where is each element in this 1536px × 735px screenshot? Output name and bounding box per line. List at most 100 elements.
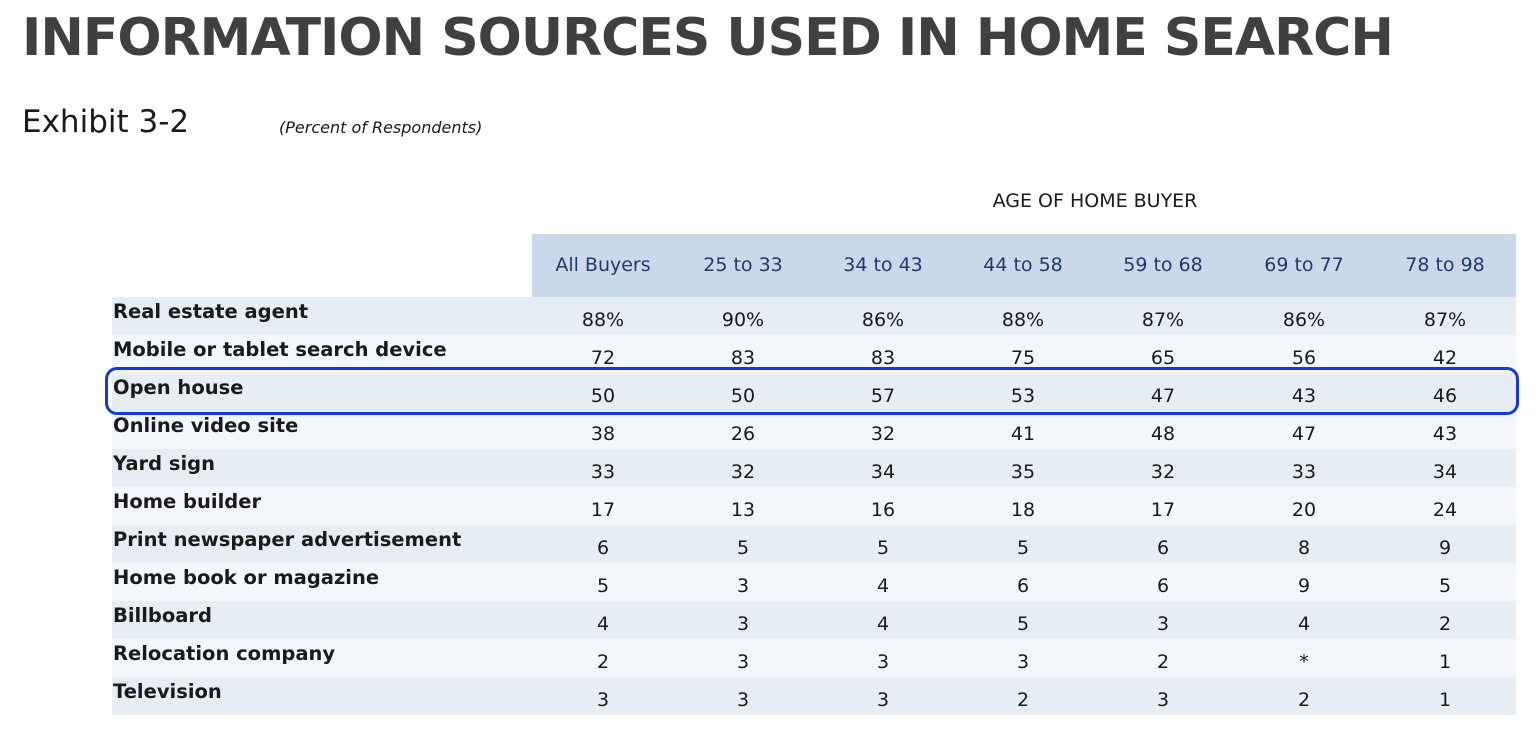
- table-cell: 5: [1016, 537, 1030, 559]
- table-cell: 32: [870, 423, 896, 445]
- table-cell: 57: [870, 385, 896, 407]
- table-cell: 3: [736, 689, 750, 711]
- table-cell: 4: [1297, 613, 1311, 635]
- table-cell: 83: [730, 347, 756, 369]
- column-header: 69 to 77: [1264, 254, 1344, 276]
- table-cell: 43: [1432, 423, 1458, 445]
- table-cell: 3: [736, 651, 750, 673]
- table-cell: 17: [1150, 499, 1176, 521]
- column-header: All Buyers: [555, 254, 651, 276]
- column-header: 34 to 43: [843, 254, 923, 276]
- table-cell: 53: [1010, 385, 1036, 407]
- table-cell: 8: [1297, 537, 1311, 559]
- table-cell: 9: [1438, 537, 1452, 559]
- table-cell: 3: [876, 651, 890, 673]
- table-cell: 6: [1016, 575, 1030, 597]
- table-cell: 3: [1016, 651, 1030, 673]
- table-cell: 88%: [1001, 309, 1045, 331]
- table-cell: 90%: [721, 309, 765, 331]
- table-cell: 2: [1016, 689, 1030, 711]
- table-cell: 34: [1432, 461, 1458, 483]
- row-label: Home book or magazine: [113, 566, 380, 589]
- table-cell: 56: [1291, 347, 1317, 369]
- table-cell: 87%: [1423, 309, 1467, 331]
- table-cell: 2: [596, 651, 610, 673]
- table-cell: 32: [730, 461, 756, 483]
- table-cell: 26: [730, 423, 756, 445]
- row-label: Mobile or tablet search device: [113, 338, 447, 361]
- table-row: [112, 639, 1516, 677]
- table-cell: 5: [1438, 575, 1452, 597]
- table-cell: 16: [870, 499, 896, 521]
- table-cell: 6: [1156, 575, 1170, 597]
- table-cell: 4: [876, 613, 890, 635]
- row-label: Home builder: [113, 490, 262, 513]
- table-cell: 34: [870, 461, 896, 483]
- table-cell: *: [1299, 651, 1309, 673]
- table-row: [112, 601, 1516, 639]
- table-cell: 83: [870, 347, 896, 369]
- table-cell: 3: [1156, 689, 1170, 711]
- table-cell: 5: [736, 537, 750, 559]
- table-cell: 6: [1156, 537, 1170, 559]
- table-cell: 3: [736, 613, 750, 635]
- row-label: Real estate agent: [113, 300, 309, 323]
- table-row: [112, 563, 1516, 601]
- table-row: [112, 373, 1516, 411]
- table-cell: 3: [1156, 613, 1170, 635]
- table-cell: 48: [1150, 423, 1176, 445]
- table-cell: 9: [1297, 575, 1311, 597]
- table-cell: 4: [876, 575, 890, 597]
- table-cell: 33: [1291, 461, 1317, 483]
- table-cell: 42: [1432, 347, 1458, 369]
- table-cell: 6: [596, 537, 610, 559]
- table-cell: 50: [730, 385, 756, 407]
- table-cell: 86%: [1282, 309, 1326, 331]
- row-label: Billboard: [113, 604, 213, 627]
- row-label: Yard sign: [113, 452, 215, 475]
- table-cell: 3: [736, 575, 750, 597]
- table-cell: 35: [1010, 461, 1036, 483]
- unit-note: (Percent of Respondents): [279, 118, 483, 137]
- table-cell: 86%: [861, 309, 905, 331]
- column-header: 78 to 98: [1405, 254, 1485, 276]
- table-cell: 65: [1150, 347, 1176, 369]
- table-cell: 18: [1010, 499, 1036, 521]
- table-row: [112, 677, 1516, 715]
- table-cell: 41: [1010, 423, 1036, 445]
- table-cell: 20: [1291, 499, 1317, 521]
- column-header-band: [532, 234, 1516, 297]
- age-group-header: AGE OF HOME BUYER: [992, 190, 1198, 212]
- table-cell: 75: [1010, 347, 1036, 369]
- table-cell: 47: [1150, 385, 1176, 407]
- table-cell: 2: [1297, 689, 1311, 711]
- column-header: 25 to 33: [703, 254, 783, 276]
- table-cell: 5: [596, 575, 610, 597]
- table-cell: 43: [1291, 385, 1317, 407]
- table-cell: 13: [730, 499, 756, 521]
- table-cell: 5: [876, 537, 890, 559]
- exhibit-label: Exhibit 3-2: [22, 104, 190, 140]
- page-title: INFORMATION SOURCES USED IN HOME SEARCH: [22, 8, 1394, 68]
- column-header: 44 to 58: [983, 254, 1063, 276]
- table-cell: 33: [590, 461, 616, 483]
- table-cell: 1: [1438, 689, 1452, 711]
- row-label: Relocation company: [113, 642, 336, 665]
- column-header: 59 to 68: [1123, 254, 1203, 276]
- table-row: [112, 525, 1516, 563]
- table-row: [112, 449, 1516, 487]
- table-cell: 46: [1432, 385, 1458, 407]
- table-row: [112, 487, 1516, 525]
- table-cell: 1: [1438, 651, 1452, 673]
- table-cell: 24: [1432, 499, 1458, 521]
- row-label: Open house: [113, 376, 244, 399]
- table-cell: 87%: [1141, 309, 1185, 331]
- table-row: [112, 335, 1516, 373]
- table-cell: 4: [596, 613, 610, 635]
- table-cell: 47: [1291, 423, 1317, 445]
- row-label: Online video site: [113, 414, 299, 437]
- table-cell: 5: [1016, 613, 1030, 635]
- table-cell: 88%: [581, 309, 625, 331]
- table-cell: 38: [590, 423, 616, 445]
- table-cell: 3: [596, 689, 610, 711]
